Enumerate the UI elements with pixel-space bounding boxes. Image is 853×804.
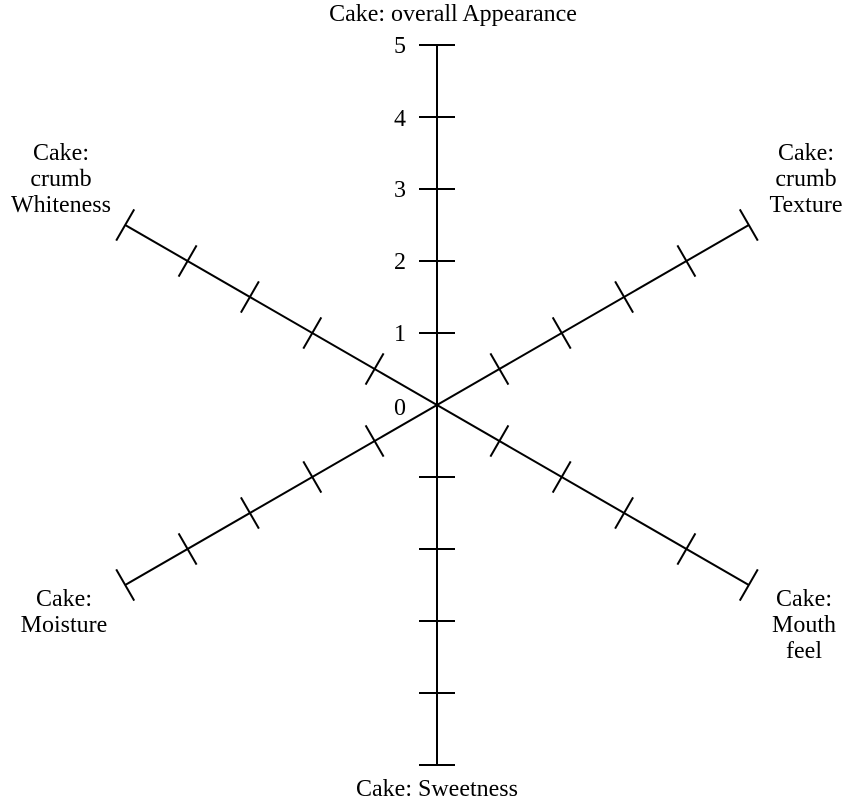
tick-label-5: 5: [394, 33, 406, 59]
tick-moisture-2: [302, 460, 323, 494]
axis-line-texture: [436, 224, 750, 406]
tick-whiteness-3: [240, 280, 260, 314]
tick-mouthfeel-2: [551, 460, 572, 494]
tick-mouthfeel-1: [489, 424, 510, 458]
axis-label-sweetness: Cake: Sweetness: [356, 776, 518, 802]
tick-moisture-3: [240, 496, 260, 530]
tick-moisture-1: [364, 424, 385, 458]
tick-label-1: 1: [394, 321, 406, 347]
axis-line-whiteness: [124, 224, 438, 406]
tick-texture-2: [551, 316, 572, 350]
axis-label-mouthfeel: Cake: Mouth feel: [771, 586, 836, 664]
tick-label-2: 2: [394, 249, 406, 275]
tick-texture-1: [489, 352, 510, 386]
tick-moisture-5: [115, 568, 136, 602]
tick-label-0: 0: [394, 395, 406, 421]
axis-label-appearance: Cake: overall Appearance: [329, 1, 577, 27]
axis-label-texture: Cake: crumb Texture: [769, 140, 843, 218]
tick-label-3: 3: [394, 177, 406, 203]
axis-label-moisture: Cake: Moisture: [20, 586, 108, 638]
tick-texture-4: [676, 244, 697, 278]
axis-label-whiteness: Cake: crumb Whiteness: [11, 140, 111, 218]
tick-mouthfeel-5: [738, 568, 759, 602]
tick-whiteness-4: [177, 244, 198, 278]
tick-whiteness-5: [115, 208, 136, 242]
tick-label-4: 4: [394, 106, 406, 132]
axis-line-moisture: [124, 404, 438, 586]
tick-moisture-4: [177, 532, 198, 566]
tick-mouthfeel-4: [676, 532, 697, 566]
tick-whiteness-1: [364, 352, 385, 386]
tick-texture-3: [614, 280, 634, 314]
tick-texture-5: [738, 208, 759, 242]
tick-mouthfeel-3: [614, 496, 634, 530]
tick-whiteness-2: [302, 316, 323, 350]
axis-line-mouthfeel: [436, 404, 750, 586]
